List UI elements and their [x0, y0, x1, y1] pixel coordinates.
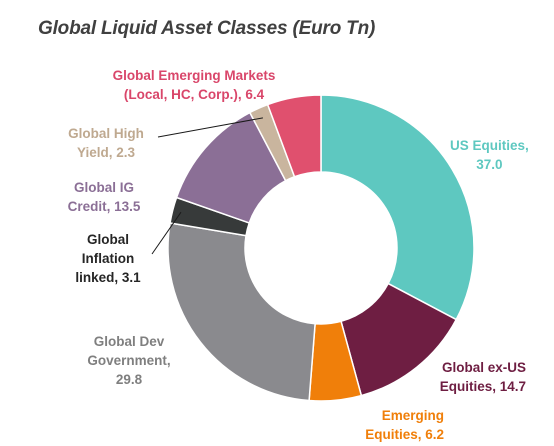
- label-line: Global: [86, 232, 129, 247]
- slice-us-equities: [320, 94, 475, 321]
- label-us-equities: US Equities, 37.0: [450, 136, 529, 174]
- label-global-high-yield: Global High Yield, 2.3: [54, 124, 158, 162]
- label-global-dev-government: Global Dev Government, 29.8: [70, 332, 188, 389]
- label-line: Equities, 6.2: [365, 427, 444, 442]
- label-line: Inflation: [81, 251, 135, 266]
- label-line: Government,: [87, 353, 171, 368]
- label-emerging-equities: Emerging Equities, 6.2: [342, 406, 444, 444]
- label-global-ex-us-equities: Global ex-US Equities, 14.7: [432, 358, 526, 396]
- label-line: Global High: [68, 126, 144, 141]
- label-line: Equities, 14.7: [439, 379, 526, 394]
- leader-line-global-inflation-linked: [151, 211, 182, 255]
- label-line: linked, 3.1: [75, 270, 141, 285]
- label-line: 37.0: [476, 157, 503, 172]
- leader-line-global-high-yield: [157, 117, 264, 138]
- label-line: Global Dev: [93, 334, 165, 349]
- label-global-ig-credit: Global IG Credit, 13.5: [52, 178, 156, 216]
- label-line: Global ex-US: [441, 360, 526, 375]
- slice-global-dev-government: [167, 222, 316, 402]
- label-line: Yield, 2.3: [76, 145, 136, 160]
- label-global-inflation-linked: Global Inflation linked, 3.1: [60, 230, 156, 287]
- label-line: Global Emerging Markets: [112, 68, 276, 83]
- label-line: Global IG: [73, 180, 134, 195]
- label-line: Credit, 13.5: [67, 199, 141, 214]
- chart-title: Global Liquid Asset Classes (Euro Tn): [38, 18, 376, 39]
- label-line: 29.8: [115, 372, 143, 387]
- label-line: Emerging: [381, 408, 444, 423]
- label-line: US Equities,: [450, 138, 529, 153]
- slice-global-emerging-markets: [266, 94, 322, 178]
- label-line: (Local, HC, Corp.), 6.4: [123, 87, 265, 102]
- label-global-emerging-markets: Global Emerging Markets (Local, HC, Corp…: [96, 66, 292, 104]
